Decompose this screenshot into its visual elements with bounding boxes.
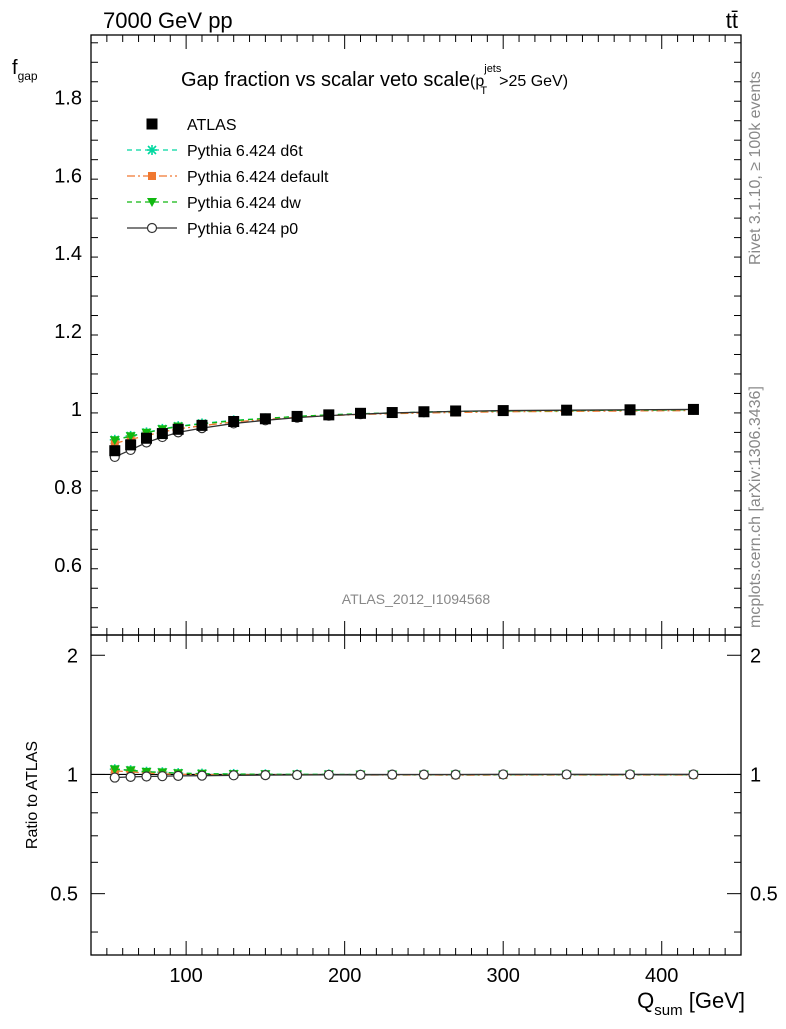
- ratio-point-pythia-6-424-dw: [109, 765, 120, 775]
- ratio-point-pythia-6-424-p0: [157, 771, 168, 782]
- ratio-y-tick-label: 0.5: [50, 884, 78, 906]
- x-axis-label-base: Q: [637, 988, 654, 1013]
- point-atlas: [386, 407, 398, 419]
- point-atlas: [687, 403, 699, 415]
- ticks-layer: 100 200 300 400 0.6 0.8 1 1.2 1.4 1.6 1.8 0.5 0.5 1 1 2…: [50, 35, 778, 987]
- point-pythia-6-424-dw: [109, 436, 120, 446]
- y-tick-label: 0.8: [54, 477, 82, 499]
- point-atlas: [172, 423, 184, 435]
- ratio-point-pythia-6-424-p0: [498, 769, 509, 780]
- ratio-point-pythia-6-424-p0: [387, 769, 398, 780]
- ratio-point-pythia-6-424-p0: [355, 769, 366, 780]
- ratio-point-pythia-6-424-p0: [228, 770, 239, 781]
- chart-title-main: Gap fraction vs scalar veto scale: [181, 69, 470, 91]
- legend-marker-pythia-6-424-dw: [147, 198, 157, 207]
- ratio-point-pythia-6-424-p0: [561, 769, 572, 780]
- ratio-point-pythia-6-424-p0: [141, 771, 152, 782]
- legend-marker-atlas: [146, 118, 158, 130]
- title-suffix-sup: jets: [483, 63, 502, 75]
- main-series-layer: [109, 403, 699, 463]
- point-atlas: [561, 404, 573, 416]
- ratio-point-pythia-6-424-p0: [624, 769, 636, 780]
- legend-marker-pythia-6-424-d6t: [147, 145, 157, 155]
- ratio-point-pythia-6-424-dw: [125, 766, 136, 776]
- ratio-point-pythia-6-424-p0: [323, 769, 334, 780]
- ratio-y-axis-label: Ratio to ATLAS: [24, 741, 41, 849]
- x-axis-label-tail: [GeV]: [683, 988, 745, 1013]
- ratio-point-pythia-6-424-p0: [173, 770, 184, 781]
- legend-label-pythia-6-424-dw: Pythia 6.424 dw: [187, 195, 301, 212]
- analysis-label: ATLAS_2012_I1094568: [342, 591, 491, 607]
- point-atlas: [291, 410, 303, 422]
- legend-label-pythia-6-424-default: Pythia 6.424 default: [187, 169, 329, 186]
- legend-label-pythia-6-424-d6t: Pythia 6.424 d6t: [187, 143, 303, 160]
- chart-title: Gap fraction vs scalar veto scale(pjets T…: [181, 63, 568, 97]
- legend-label-atlas: ATLAS: [187, 117, 237, 134]
- ratio-point-pythia-6-424-p0: [196, 770, 208, 781]
- legend-label-pythia-6-424-p0: Pythia 6.424 p0: [187, 221, 298, 238]
- y-tick-label: 0.6: [54, 555, 82, 577]
- x-axis-label-sub: sum: [654, 1002, 682, 1019]
- rivet-label: Rivet 3.1.10, ≥ 100k events: [747, 71, 764, 265]
- ratio-plot-frame: [90, 634, 742, 956]
- ratio-point-pythia-6-424-p0: [109, 772, 120, 783]
- point-atlas: [109, 445, 121, 457]
- ratio-y-tick-label-right: 1: [750, 764, 761, 786]
- point-atlas: [497, 405, 509, 417]
- ratio-y-tick-label-right: 0.5: [750, 884, 778, 906]
- point-atlas: [140, 432, 152, 444]
- x-tick-label: 100: [169, 965, 202, 987]
- title-suffix-base: (p: [470, 73, 484, 90]
- point-pythia-6-424-dw: [125, 432, 136, 442]
- title-suffix-sub: T: [480, 85, 487, 97]
- point-atlas: [355, 407, 367, 419]
- ratio-point-pythia-6-424-p0: [260, 770, 271, 781]
- point-atlas: [125, 439, 137, 451]
- star-stroke: [147, 145, 157, 155]
- mcplots-label: mcplots.cern.ch [arXiv:1306.3436]: [747, 386, 764, 628]
- point-atlas: [624, 404, 636, 416]
- y-tick-label: 1.2: [54, 321, 82, 343]
- ratio-series-layer: [109, 764, 699, 783]
- x-tick-label: 300: [487, 965, 520, 987]
- title-suffix-tail: >25 GeV): [499, 73, 568, 90]
- point-atlas: [418, 406, 430, 418]
- ratio-y-tick-label: 1: [67, 764, 78, 786]
- y-tick-label: 1: [71, 399, 82, 421]
- process-label: tt̄: [726, 8, 738, 33]
- x-tick-label: 400: [645, 965, 678, 987]
- ratio-point-pythia-6-424-p0: [688, 769, 699, 780]
- x-axis-label: Qsum [GeV]: [637, 988, 745, 1019]
- point-atlas: [196, 419, 208, 431]
- point-atlas: [450, 405, 462, 417]
- ratio-point-pythia-6-424-p0: [418, 769, 430, 780]
- legend-marker-pythia-6-424-default: [148, 172, 156, 180]
- point-atlas: [259, 413, 271, 425]
- y-axis-label-base: f: [12, 57, 18, 79]
- point-atlas: [323, 409, 335, 421]
- y-tick-label: 1.4: [54, 243, 82, 265]
- series-line-pythia-6-424-default: [114, 409, 694, 444]
- energy-label: 7000 GeV pp: [103, 8, 233, 33]
- y-tick-label: 1.8: [54, 87, 82, 109]
- y-axis-label-sub: gap: [18, 69, 38, 83]
- ratio-point-pythia-6-424-p0: [450, 769, 461, 780]
- legend-marker-pythia-6-424-p0: [146, 222, 158, 234]
- ratio-point-pythia-6-424-p0: [125, 771, 136, 782]
- point-atlas: [156, 428, 168, 440]
- x-tick-label: 200: [328, 965, 361, 987]
- point-atlas: [228, 415, 240, 427]
- y-tick-label: 1.6: [54, 165, 82, 187]
- ratio-point-pythia-6-424-p0: [291, 769, 303, 781]
- ratio-y-tick-label: 2: [67, 645, 78, 667]
- ratio-y-tick-label-right: 2: [750, 645, 761, 667]
- legend: ATLAS Pythia 6.424 d6t Pythia 6.424 defaul…: [127, 117, 329, 238]
- y-axis-label: fgap: [12, 57, 38, 83]
